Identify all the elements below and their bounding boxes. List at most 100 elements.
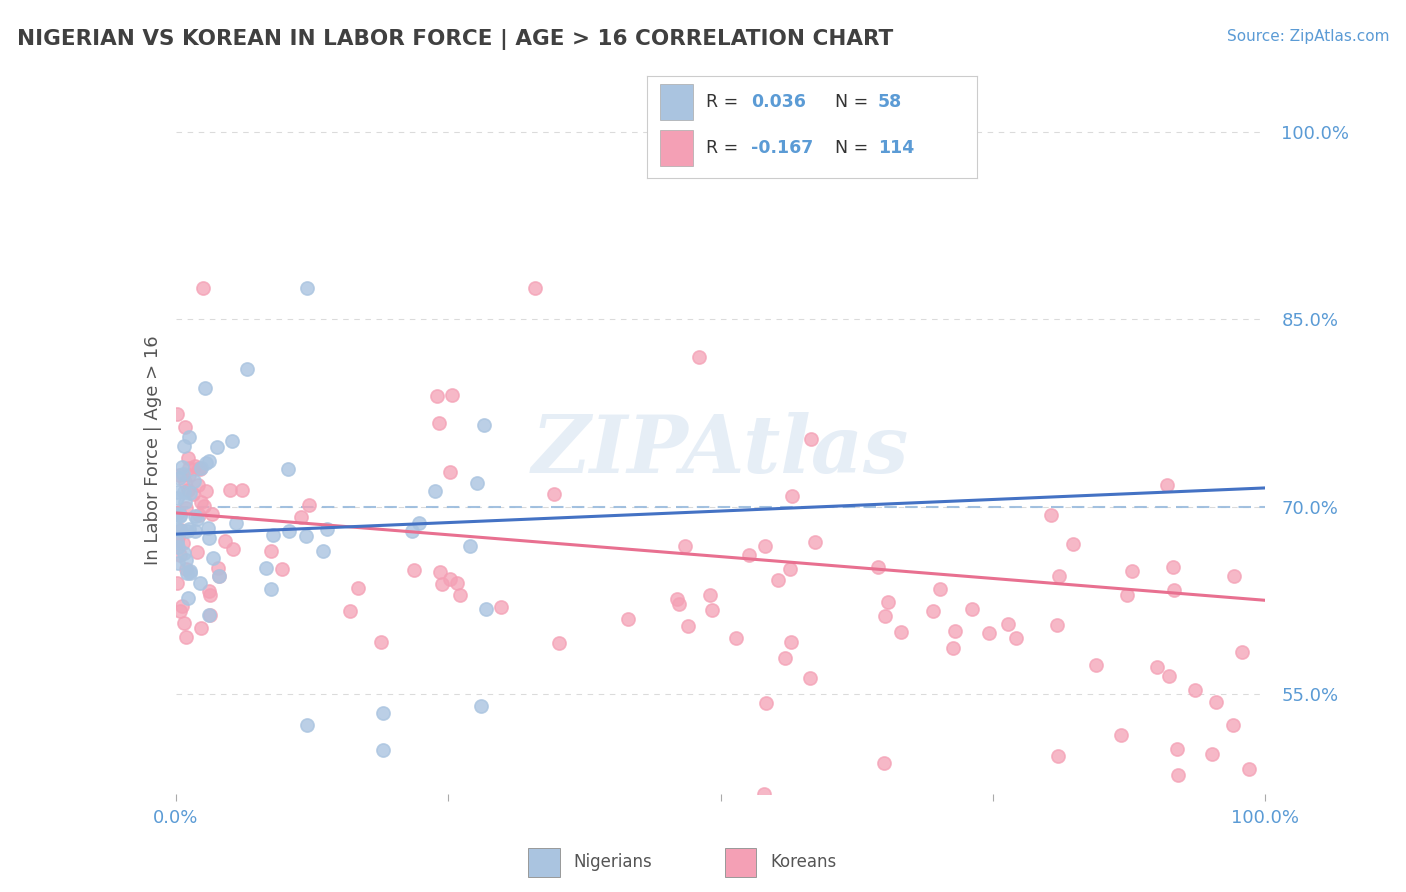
Text: NIGERIAN VS KOREAN IN LABOR FORCE | AGE > 16 CORRELATION CHART: NIGERIAN VS KOREAN IN LABOR FORCE | AGE … bbox=[17, 29, 893, 50]
Point bbox=[401, 524, 423, 538]
Point bbox=[231, 483, 253, 497]
Point bbox=[1201, 747, 1223, 762]
Point bbox=[1166, 742, 1188, 756]
Point bbox=[179, 522, 201, 536]
Point bbox=[1005, 631, 1028, 645]
Point bbox=[890, 624, 912, 639]
Point bbox=[190, 495, 212, 509]
Point bbox=[1184, 683, 1206, 698]
Point bbox=[673, 539, 696, 553]
Point bbox=[181, 487, 204, 501]
Point bbox=[773, 651, 796, 665]
Point bbox=[1163, 559, 1185, 574]
Point bbox=[1146, 660, 1168, 674]
Point bbox=[183, 459, 205, 474]
Point bbox=[174, 553, 197, 567]
Point bbox=[183, 474, 205, 488]
Point bbox=[290, 509, 312, 524]
Point bbox=[979, 626, 1001, 640]
Point bbox=[754, 787, 776, 801]
Point bbox=[470, 699, 492, 714]
Text: N =: N = bbox=[835, 93, 875, 111]
Point bbox=[446, 575, 468, 590]
Point bbox=[617, 612, 640, 626]
Point bbox=[214, 534, 236, 549]
Point bbox=[316, 522, 339, 536]
Point bbox=[339, 603, 361, 617]
Point bbox=[208, 569, 231, 583]
Point bbox=[1159, 669, 1181, 683]
Point bbox=[465, 476, 488, 491]
Bar bbox=[659, 130, 693, 166]
Point bbox=[183, 508, 205, 523]
Point bbox=[167, 540, 190, 554]
Point bbox=[449, 588, 471, 602]
Point bbox=[221, 434, 243, 448]
Point bbox=[427, 416, 450, 430]
Point bbox=[780, 489, 803, 503]
Point bbox=[177, 591, 200, 605]
Point bbox=[173, 535, 195, 549]
Point bbox=[803, 535, 825, 549]
Point bbox=[666, 591, 689, 606]
Point bbox=[1039, 508, 1062, 523]
Text: Nigerians: Nigerians bbox=[574, 853, 652, 871]
Point bbox=[277, 462, 299, 476]
Text: Koreans: Koreans bbox=[770, 853, 837, 871]
Point bbox=[1115, 588, 1137, 602]
Point bbox=[173, 439, 195, 453]
Point bbox=[166, 535, 188, 549]
Point bbox=[875, 609, 897, 624]
Point bbox=[191, 281, 214, 295]
Point bbox=[190, 461, 212, 475]
Point bbox=[1047, 749, 1070, 764]
Point bbox=[173, 484, 195, 499]
Point bbox=[195, 483, 218, 498]
Text: 114: 114 bbox=[877, 139, 914, 157]
Point bbox=[197, 583, 219, 598]
Point bbox=[208, 569, 231, 583]
Point bbox=[960, 601, 983, 615]
Text: R =: R = bbox=[706, 93, 744, 111]
Point bbox=[800, 432, 823, 446]
Point bbox=[271, 562, 294, 576]
Point bbox=[1062, 537, 1084, 551]
Point bbox=[1230, 645, 1253, 659]
Text: 0.036: 0.036 bbox=[751, 93, 806, 111]
Point bbox=[174, 501, 197, 516]
Point bbox=[402, 563, 425, 577]
Point bbox=[186, 545, 208, 559]
Point bbox=[194, 456, 217, 470]
Point bbox=[700, 603, 723, 617]
Point bbox=[166, 522, 188, 536]
Point bbox=[921, 604, 943, 618]
Point bbox=[1046, 618, 1069, 632]
Point bbox=[179, 566, 201, 580]
Text: Source: ZipAtlas.com: Source: ZipAtlas.com bbox=[1226, 29, 1389, 44]
Point bbox=[779, 561, 801, 575]
Point bbox=[194, 381, 217, 395]
Point bbox=[222, 542, 245, 557]
Point bbox=[167, 467, 190, 482]
Point bbox=[190, 575, 212, 590]
Point bbox=[187, 478, 209, 492]
Point bbox=[186, 511, 208, 525]
Point bbox=[179, 564, 201, 578]
Point bbox=[1109, 728, 1132, 742]
Point bbox=[174, 562, 197, 576]
Point bbox=[312, 544, 335, 558]
Point bbox=[754, 696, 776, 710]
Point bbox=[738, 548, 761, 562]
Point bbox=[197, 521, 219, 535]
Point bbox=[235, 362, 257, 376]
Point bbox=[198, 454, 221, 468]
Point bbox=[766, 574, 789, 588]
Point bbox=[278, 524, 301, 539]
Point bbox=[543, 487, 565, 501]
Point bbox=[754, 539, 776, 553]
Point bbox=[169, 604, 191, 618]
Point bbox=[688, 350, 710, 364]
Text: R =: R = bbox=[706, 139, 744, 157]
Point bbox=[260, 544, 283, 558]
Point bbox=[699, 588, 721, 602]
